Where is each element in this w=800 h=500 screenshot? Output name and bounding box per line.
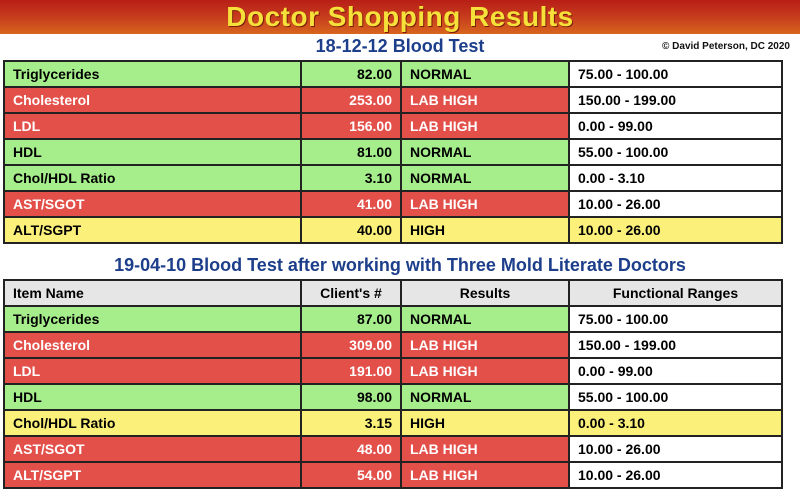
range-cell: 75.00 - 100.00 <box>568 60 783 88</box>
table-row: Cholesterol 253.00 LAB HIGH 150.00 - 199.00 <box>3 86 783 114</box>
client-value-cell: 41.00 <box>300 190 402 218</box>
range-cell: 75.00 - 100.00 <box>568 305 783 333</box>
header-client-value: Client's # <box>300 279 402 307</box>
table-row: AST/SGOT 41.00 LAB HIGH 10.00 - 26.00 <box>3 190 783 218</box>
client-value-cell: 40.00 <box>300 216 402 244</box>
item-name-cell: Triglycerides <box>3 305 302 333</box>
client-value-cell: 98.00 <box>300 383 402 411</box>
table-row: Triglycerides 82.00 NORMAL 75.00 - 100.00 <box>3 60 783 88</box>
table-row: HDL 98.00 NORMAL 55.00 - 100.00 <box>3 383 783 411</box>
range-cell: 10.00 - 26.00 <box>568 190 783 218</box>
client-value-cell: 81.00 <box>300 138 402 166</box>
item-name-cell: ALT/SGPT <box>3 461 302 489</box>
item-name-cell: HDL <box>3 138 302 166</box>
test1-results-table: Triglycerides 82.00 NORMAL 75.00 - 100.00 Ch… <box>3 60 783 244</box>
client-value-cell: 309.00 <box>300 331 402 359</box>
item-name-cell: Cholesterol <box>3 86 302 114</box>
client-value-cell: 3.10 <box>300 164 402 192</box>
client-value-cell: 48.00 <box>300 435 402 463</box>
range-cell: 150.00 - 199.00 <box>568 86 783 114</box>
result-cell: LAB HIGH <box>400 86 570 114</box>
result-cell: LAB HIGH <box>400 357 570 385</box>
table-row: Cholesterol 309.00 LAB HIGH 150.00 - 199.00 <box>3 331 783 359</box>
range-cell: 0.00 - 3.10 <box>568 164 783 192</box>
table-row: Triglycerides 87.00 NORMAL 75.00 - 100.00 <box>3 305 783 333</box>
item-name-cell: Chol/HDL Ratio <box>3 164 302 192</box>
client-value-cell: 82.00 <box>300 60 402 88</box>
range-cell: 10.00 - 26.00 <box>568 216 783 244</box>
header-item-name: Item Name <box>3 279 302 307</box>
result-cell: LAB HIGH <box>400 112 570 140</box>
item-name-cell: LDL <box>3 357 302 385</box>
page-title: Doctor Shopping Results <box>226 1 574 32</box>
client-value-cell: 156.00 <box>300 112 402 140</box>
table-row: Chol/HDL Ratio 3.10 NORMAL 0.00 - 3.10 <box>3 164 783 192</box>
range-cell: 0.00 - 99.00 <box>568 112 783 140</box>
result-cell: LAB HIGH <box>400 461 570 489</box>
range-cell: 55.00 - 100.00 <box>568 383 783 411</box>
item-name-cell: Triglycerides <box>3 60 302 88</box>
item-name-cell: LDL <box>3 112 302 140</box>
test1-heading: 18-12-12 Blood Test <box>315 36 485 56</box>
table-row: ALT/SGPT 40.00 HIGH 10.00 - 26.00 <box>3 216 783 244</box>
range-cell: 0.00 - 99.00 <box>568 357 783 385</box>
table-row: Chol/HDL Ratio 3.15 HIGH 0.00 - 3.10 <box>3 409 783 437</box>
client-value-cell: 253.00 <box>300 86 402 114</box>
header-results: Results <box>400 279 570 307</box>
title-banner: Doctor Shopping Results <box>0 0 800 34</box>
table-row: AST/SGOT 48.00 LAB HIGH 10.00 - 26.00 <box>3 435 783 463</box>
result-cell: LAB HIGH <box>400 435 570 463</box>
result-cell: HIGH <box>400 409 570 437</box>
client-value-cell: 87.00 <box>300 305 402 333</box>
copyright-notice: © David Peterson, DC 2020 <box>662 41 790 52</box>
result-cell: NORMAL <box>400 305 570 333</box>
range-cell: 10.00 - 26.00 <box>568 435 783 463</box>
table-row: ALT/SGPT 54.00 LAB HIGH 10.00 - 26.00 <box>3 461 783 489</box>
item-name-cell: AST/SGOT <box>3 435 302 463</box>
range-cell: 150.00 - 199.00 <box>568 331 783 359</box>
client-value-cell: 54.00 <box>300 461 402 489</box>
result-cell: LAB HIGH <box>400 331 570 359</box>
item-name-cell: HDL <box>3 383 302 411</box>
test2-heading: 19-04-10 Blood Test after working with T… <box>114 255 686 275</box>
result-cell: NORMAL <box>400 138 570 166</box>
test2-results-table: Item Name Client's # Results Functional … <box>3 279 783 489</box>
client-value-cell: 191.00 <box>300 357 402 385</box>
result-cell: HIGH <box>400 216 570 244</box>
item-name-cell: ALT/SGPT <box>3 216 302 244</box>
item-name-cell: AST/SGOT <box>3 190 302 218</box>
range-cell: 0.00 - 3.10 <box>568 409 783 437</box>
result-cell: NORMAL <box>400 383 570 411</box>
table-row: LDL 191.00 LAB HIGH 0.00 - 99.00 <box>3 357 783 385</box>
result-cell: NORMAL <box>400 164 570 192</box>
table-row: HDL 81.00 NORMAL 55.00 - 100.00 <box>3 138 783 166</box>
table-row: LDL 156.00 LAB HIGH 0.00 - 99.00 <box>3 112 783 140</box>
table-header-row: Item Name Client's # Results Functional … <box>3 279 783 307</box>
result-cell: LAB HIGH <box>400 190 570 218</box>
range-cell: 10.00 - 26.00 <box>568 461 783 489</box>
client-value-cell: 3.15 <box>300 409 402 437</box>
item-name-cell: Chol/HDL Ratio <box>3 409 302 437</box>
range-cell: 55.00 - 100.00 <box>568 138 783 166</box>
result-cell: NORMAL <box>400 60 570 88</box>
header-functional-ranges: Functional Ranges <box>568 279 783 307</box>
item-name-cell: Cholesterol <box>3 331 302 359</box>
